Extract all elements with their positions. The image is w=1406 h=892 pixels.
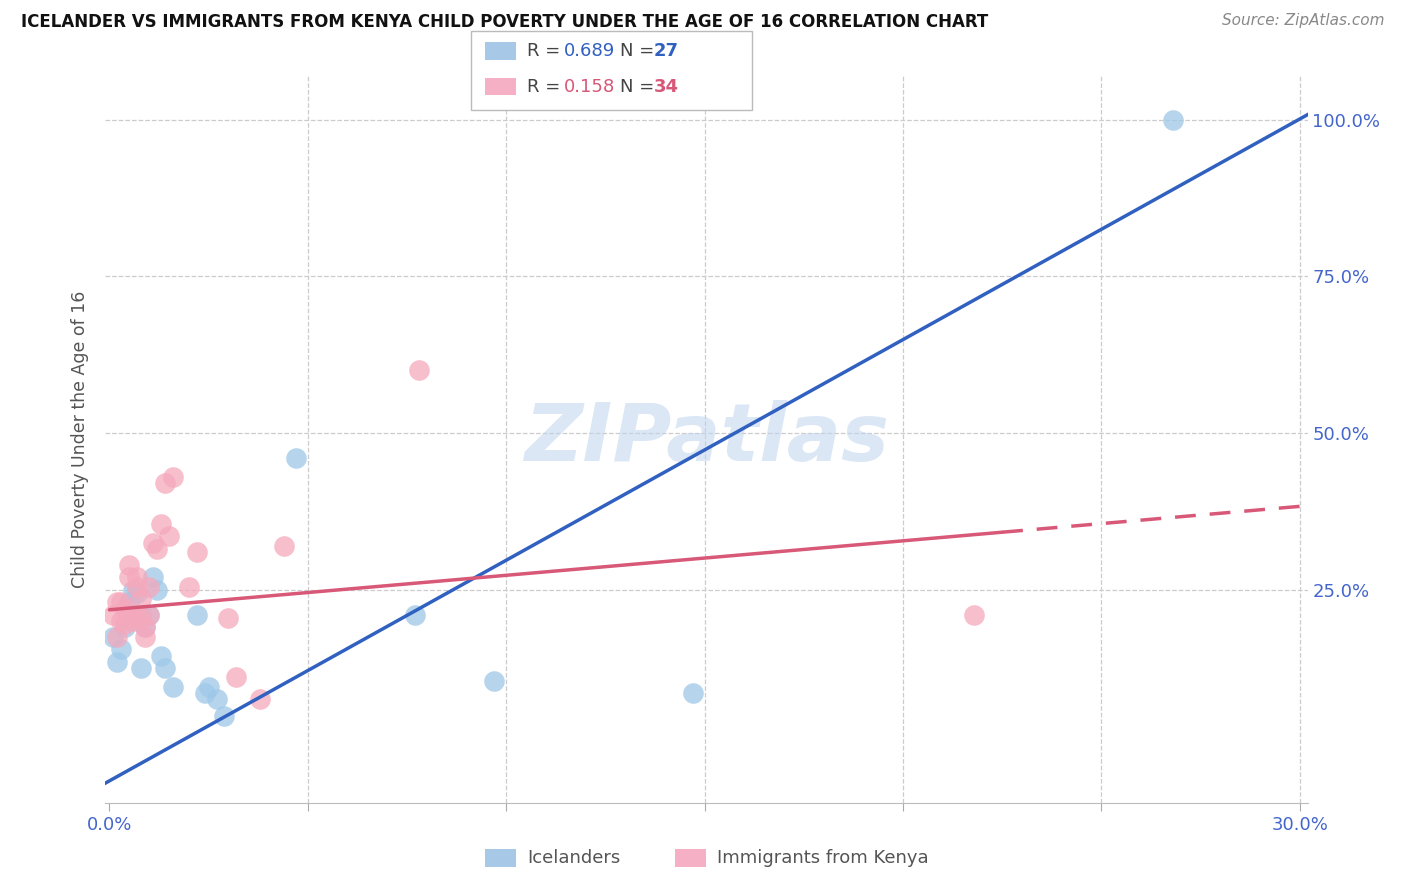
Point	[105, 595, 128, 609]
Point	[205, 692, 228, 706]
Point	[186, 545, 208, 559]
Text: ZIPatlas: ZIPatlas	[524, 401, 889, 478]
Point	[138, 607, 160, 622]
Text: 27: 27	[654, 42, 679, 60]
Point	[105, 630, 128, 644]
Text: 0.158: 0.158	[564, 78, 614, 95]
Point	[127, 586, 149, 600]
Point	[122, 607, 145, 622]
Text: N =: N =	[620, 42, 659, 60]
Point	[225, 670, 247, 684]
Point	[114, 601, 136, 615]
Point	[150, 648, 173, 663]
Point	[110, 614, 132, 628]
Point	[162, 680, 184, 694]
Point	[122, 614, 145, 628]
Point	[134, 630, 156, 644]
Point	[118, 595, 141, 609]
Point	[214, 709, 236, 723]
Y-axis label: Child Poverty Under the Age of 16: Child Poverty Under the Age of 16	[72, 291, 90, 588]
Point	[404, 607, 426, 622]
Point	[103, 607, 125, 622]
Text: Immigrants from Kenya: Immigrants from Kenya	[717, 849, 929, 867]
Point	[118, 607, 141, 622]
Point	[127, 570, 149, 584]
Text: 0.689: 0.689	[564, 42, 614, 60]
Point	[129, 607, 152, 622]
Point	[134, 620, 156, 634]
Point	[284, 451, 307, 466]
Point	[177, 580, 200, 594]
Point	[1161, 112, 1184, 127]
Point	[110, 595, 132, 609]
Point	[153, 661, 176, 675]
Point	[142, 535, 165, 549]
Point	[484, 673, 506, 688]
Point	[129, 661, 152, 675]
Point	[142, 570, 165, 584]
Point	[103, 630, 125, 644]
Text: 34: 34	[654, 78, 679, 95]
Point	[114, 620, 136, 634]
Point	[122, 582, 145, 597]
Point	[127, 580, 149, 594]
Point	[110, 642, 132, 657]
Text: N =: N =	[620, 78, 659, 95]
Point	[138, 580, 160, 594]
Text: ICELANDER VS IMMIGRANTS FROM KENYA CHILD POVERTY UNDER THE AGE OF 16 CORRELATION: ICELANDER VS IMMIGRANTS FROM KENYA CHILD…	[21, 13, 988, 31]
Point	[105, 655, 128, 669]
Point	[114, 617, 136, 632]
Text: R =: R =	[527, 78, 567, 95]
Point	[217, 611, 239, 625]
Point	[194, 686, 217, 700]
Point	[134, 620, 156, 634]
Text: Icelanders: Icelanders	[527, 849, 620, 867]
Text: Source: ZipAtlas.com: Source: ZipAtlas.com	[1222, 13, 1385, 29]
Point	[153, 476, 176, 491]
Text: R =: R =	[527, 42, 567, 60]
Point	[138, 607, 160, 622]
Point	[273, 539, 295, 553]
Point	[129, 592, 152, 607]
Point	[197, 680, 219, 694]
Point	[162, 470, 184, 484]
Point	[157, 529, 180, 543]
Point	[186, 607, 208, 622]
Point	[118, 607, 141, 622]
Point	[249, 692, 271, 706]
Point	[129, 611, 152, 625]
Point	[118, 570, 141, 584]
Point	[408, 363, 430, 377]
Point	[963, 607, 986, 622]
Point	[146, 582, 169, 597]
Point	[146, 541, 169, 556]
Point	[682, 686, 704, 700]
Point	[150, 516, 173, 531]
Point	[118, 558, 141, 572]
